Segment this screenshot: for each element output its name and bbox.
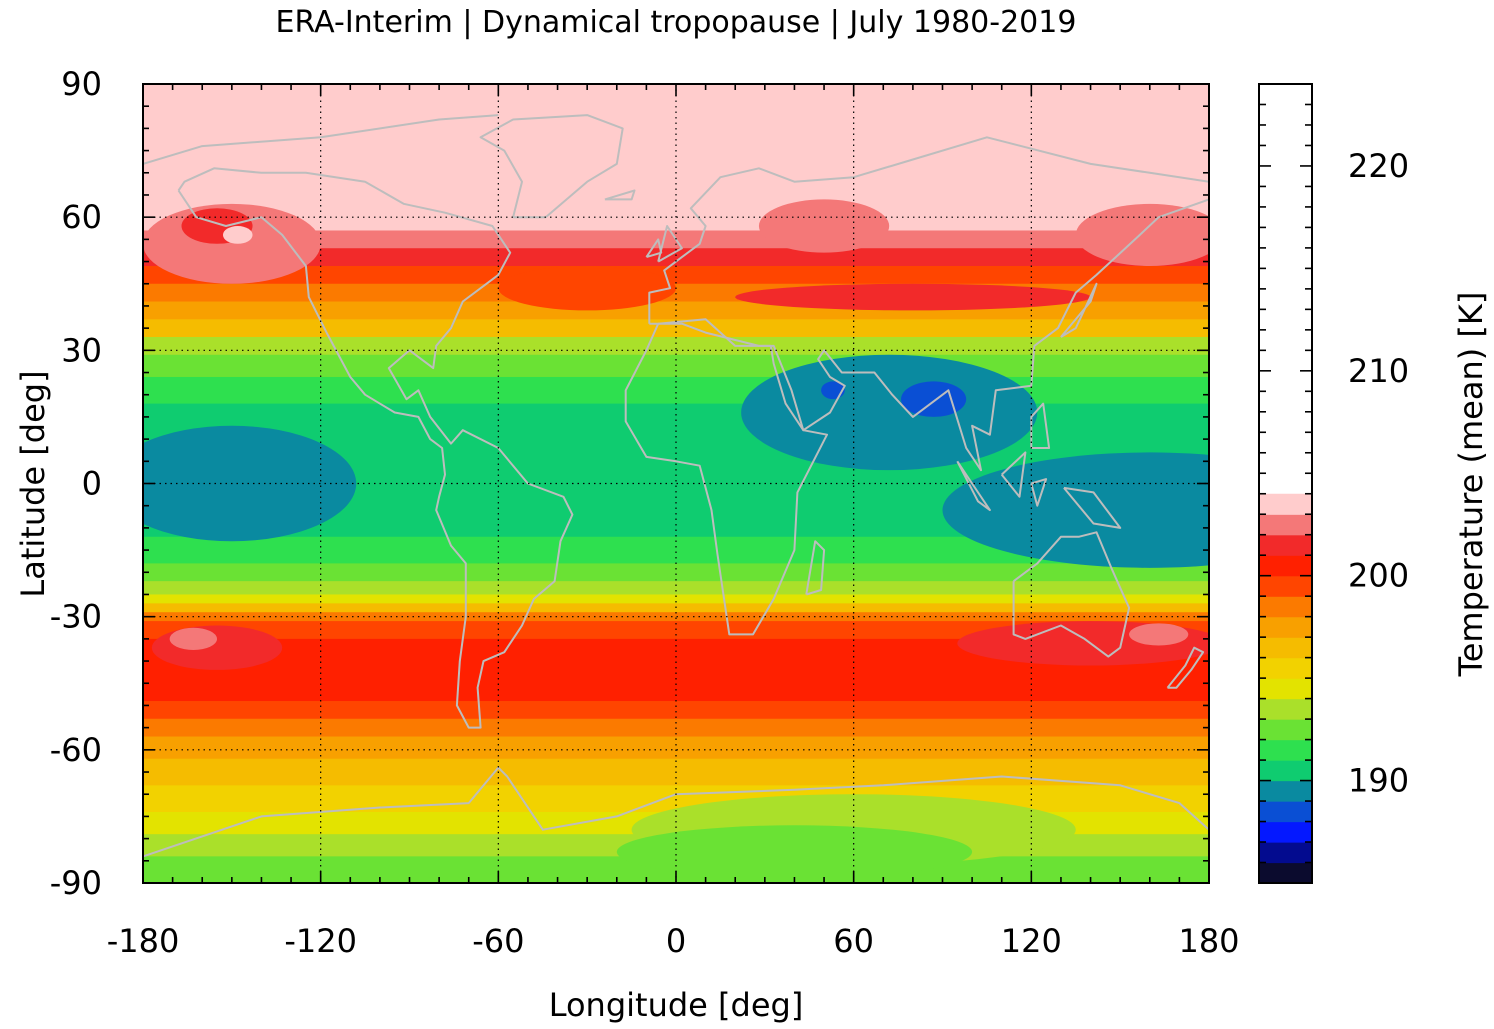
y-tick-label: 0 [82,465,102,503]
colorbar [1259,493,1312,884]
coastline [177,167,574,729]
colorbar-tick-label: 200 [1348,557,1409,595]
temperature-band [143,84,1209,232]
coastline [956,460,991,512]
temperature-band [143,354,1209,378]
colorbar-swatch [1259,801,1312,823]
coastline [648,136,1209,472]
x-tick-label: 0 [666,922,686,960]
colorbar-swatch [1259,555,1312,577]
temperature-band [143,319,1209,338]
coastline [1030,478,1048,507]
temperature-band [143,736,1209,760]
colorbar-tick-label: 210 [1348,352,1409,390]
coastlines [143,114,1209,858]
coastline [479,114,624,219]
temperature-band [143,265,1209,285]
temperature-band [143,337,1209,356]
y-tick-label: -90 [50,864,102,902]
colorbar-swatch [1259,698,1312,720]
colorbar-swatch [1259,821,1312,843]
temperature-band [143,621,1209,640]
colorbar-swatch [1259,657,1312,679]
dotted-gridlines [143,84,1209,883]
coastline [805,540,826,596]
colorbar-tick-label: 190 [1348,762,1409,800]
temperature-band [143,785,1209,813]
colorbar-swatch [1259,596,1312,618]
temperature-region [151,625,283,670]
coastline [143,766,1209,858]
coastline [1060,282,1098,338]
temperature-band [143,248,1209,267]
x-tick-label: 60 [833,922,874,960]
longitude-tick-labels: -180 -120 -60 0 60 120 180 [107,922,1240,960]
y-tick-label: 90 [61,65,102,103]
x-tick-label: -180 [107,922,180,960]
coastline [1000,451,1027,498]
coastline [1166,646,1205,689]
coastline [1030,402,1051,449]
temperature-region [735,283,1091,311]
colorbar-swatch [1259,739,1312,761]
temperature-region [498,265,676,311]
y-tick-label: -60 [50,731,102,769]
coastline [645,238,663,259]
temperature-region [222,226,253,244]
temperature-region [942,452,1209,568]
x-tick-label: -60 [472,922,524,960]
coastline [1063,486,1122,529]
y-tick-label: 60 [61,198,102,236]
temperature-band [143,563,1209,582]
coastline [1012,531,1131,658]
map-plot-frame [142,83,1210,884]
y-axis-label: Latitude [deg] [14,370,52,597]
temperature-band [143,603,1209,613]
temperature-region [1075,203,1209,266]
colorbar-swatch [1259,780,1312,802]
x-tick-label: 180 [1178,922,1239,960]
latitude-tick-labels: 90 60 30 0 -30 -60 -90 [50,65,102,902]
colorbar-tick-labels: 220 210 200 190 [1348,147,1409,800]
colorbar-tick-label: 220 [1348,147,1409,185]
temperature-band [143,612,1209,622]
colorbar-swatch [1259,637,1312,659]
temperature-region [616,825,973,879]
colorbar-swatch [1259,493,1312,515]
temperature-band [143,581,1209,596]
temperature-region [901,381,967,417]
colorbar-swatch [1259,760,1312,782]
temperature-region [1129,623,1189,646]
colorbar-swatch [1259,514,1312,536]
map-plot-area [143,84,1209,883]
temperature-region [758,199,890,253]
colorbar-swatch [1259,862,1312,884]
temperature-band [143,701,1209,720]
coastline [143,114,499,165]
x-tick-label: 120 [1001,922,1062,960]
x-axis-label: Longitude [deg] [549,986,804,1024]
coastline [604,189,636,201]
temperature-region [143,425,357,542]
y-tick-label: -30 [50,598,102,636]
temperature-field-regions [143,199,1209,879]
colorbar-swatch [1259,616,1312,638]
colorbar-label: Temperature (mean) [K] [1452,292,1490,678]
temperature-band [143,594,1209,604]
y-tick-label: 30 [61,331,102,369]
colorbar-swatch [1259,719,1312,741]
colorbar-frame [1258,83,1313,884]
temperature-region [169,627,218,650]
colorbar-swatch [1259,842,1312,864]
colorbar-swatch [1259,678,1312,700]
coastline [657,225,683,263]
x-tick-label: -120 [284,922,357,960]
colorbar-swatch [1259,534,1312,556]
coastline [624,318,828,636]
colorbar-swatch [1259,575,1312,597]
figure-title: ERA-Interim | Dynamical tropopause | Jul… [276,5,1077,40]
